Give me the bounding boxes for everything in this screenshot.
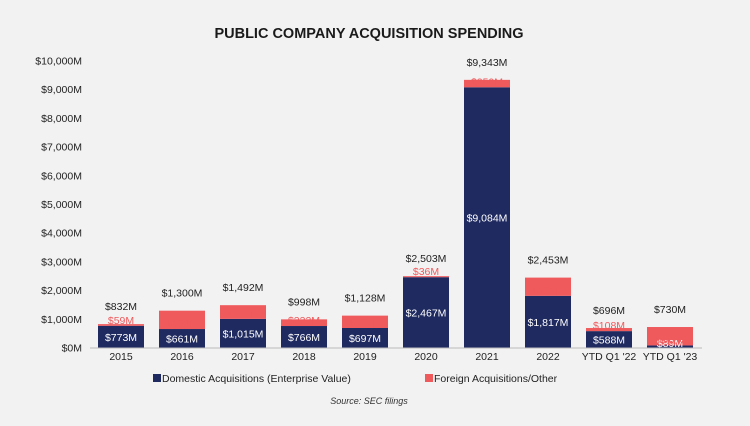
bar-label-total: $696M (593, 305, 625, 317)
bar-domestic (464, 87, 510, 349)
bar-domestic (281, 326, 327, 348)
y-tick-label: $4,000M (41, 228, 82, 240)
legend-label-foreign: Foreign Acquisitions/Other (434, 373, 558, 385)
bar-label-foreign: $59M (108, 315, 134, 327)
chart-title: PUBLIC COMPANY ACQUISITION SPENDING (214, 26, 523, 42)
legend-swatch-domestic (153, 374, 161, 382)
bar-label-domestic: $588M (593, 335, 625, 347)
bar-label-total: $1,300M (162, 288, 203, 300)
bar-domestic (342, 327, 388, 348)
bar-foreign (220, 305, 266, 319)
bar-label-foreign: $36M (413, 266, 439, 278)
y-tick-label: $7,000M (41, 142, 82, 154)
bar-domestic (403, 277, 449, 348)
bar-label-total: $998M (288, 296, 320, 308)
legend-label-domestic: Domestic Acquisitions (Enterprise Value) (162, 373, 351, 385)
bar-domestic (159, 329, 205, 348)
bar-label-foreign: $108M (593, 320, 625, 332)
x-tick-label: 2019 (353, 351, 377, 363)
bar-label-domestic: $1,015M (223, 328, 264, 340)
bar-label-domestic: $766M (288, 332, 320, 344)
bar-label-foreign: $477M (227, 308, 259, 320)
x-tick-label: 2021 (475, 351, 499, 363)
bar-label-total: $2,503M (406, 253, 447, 265)
bar-label-domestic: $2,467M (406, 308, 447, 320)
bar-domestic (98, 325, 144, 348)
x-axis: 2015 2016 2017 2018 2019 2020 2021 2022 YTD Q1 '… (90, 347, 702, 363)
source-note: Source: SEC filings (330, 396, 408, 406)
x-tick-label: YTD Q1 '22 (582, 351, 637, 363)
bar-foreign (647, 327, 693, 346)
bar-label-foreign: $431M (349, 317, 381, 329)
bar-label-total: $832M (105, 301, 137, 313)
bar-foreign (525, 277, 571, 296)
y-tick-label: $3,000M (41, 256, 82, 268)
bar-label-foreign: $642M (654, 334, 686, 346)
bar-label-foreign: $259M (471, 76, 503, 88)
y-tick-label: $5,000M (41, 199, 82, 211)
bars-group: $773M $59M $832M $661M $639M $1,300M $1,015M $4… (98, 57, 693, 350)
bar-domestic (220, 318, 266, 348)
bar-label-domestic: $773M (105, 332, 137, 344)
x-tick-label: 2015 (109, 351, 133, 363)
bar-label-foreign: $636M (532, 285, 564, 297)
bar-foreign (342, 315, 388, 328)
bar-label-total: $1,128M (345, 293, 386, 305)
y-tick-label: $8,000M (41, 113, 82, 125)
x-tick-label: 2018 (292, 351, 316, 363)
bar-foreign (159, 310, 205, 330)
y-tick-label: $9,000M (41, 84, 82, 96)
bar-label-domestic: $89M (657, 338, 683, 350)
x-tick-label: 2022 (536, 351, 560, 363)
bar-label-total: $9,343M (467, 57, 508, 69)
y-tick-label: $6,000M (41, 170, 82, 182)
bar-domestic (525, 295, 571, 348)
bar-label-domestic: $1,817M (528, 317, 569, 329)
bar-foreign (464, 79, 510, 88)
bar-domestic (586, 331, 632, 348)
bar-label-domestic: $9,084M (467, 213, 508, 225)
bar-foreign (98, 324, 144, 326)
y-tick-label: $10,000M (35, 56, 82, 68)
bar-label-domestic: $661M (166, 334, 198, 346)
y-tick-label: $2,000M (41, 285, 82, 297)
legend: Domestic Acquisitions (Enterprise Value)… (153, 373, 558, 385)
bar-domestic (647, 345, 693, 348)
legend-swatch-foreign (425, 374, 433, 382)
x-tick-label: 2020 (414, 351, 438, 363)
bar-label-domestic: $697M (349, 333, 381, 345)
y-axis: $0M $1,000M $2,000M $3,000M $4,000M $5,000M $6… (35, 56, 82, 355)
bar-label-total: $1,492M (223, 282, 264, 294)
x-tick-label: YTD Q1 '23 (643, 351, 698, 363)
bar-label-total: $730M (654, 304, 686, 316)
bar-foreign (281, 319, 327, 327)
x-tick-label: 2017 (231, 351, 255, 363)
bar-foreign (403, 276, 449, 278)
x-tick-label: 2016 (170, 351, 194, 363)
y-tick-label: $1,000M (41, 314, 82, 326)
bar-foreign (586, 328, 632, 332)
bar-label-foreign: $639M (166, 318, 198, 330)
y-tick-label: $0M (62, 343, 82, 355)
bar-label-foreign: $232M (288, 315, 320, 327)
bar-label-total: $2,453M (528, 255, 569, 267)
